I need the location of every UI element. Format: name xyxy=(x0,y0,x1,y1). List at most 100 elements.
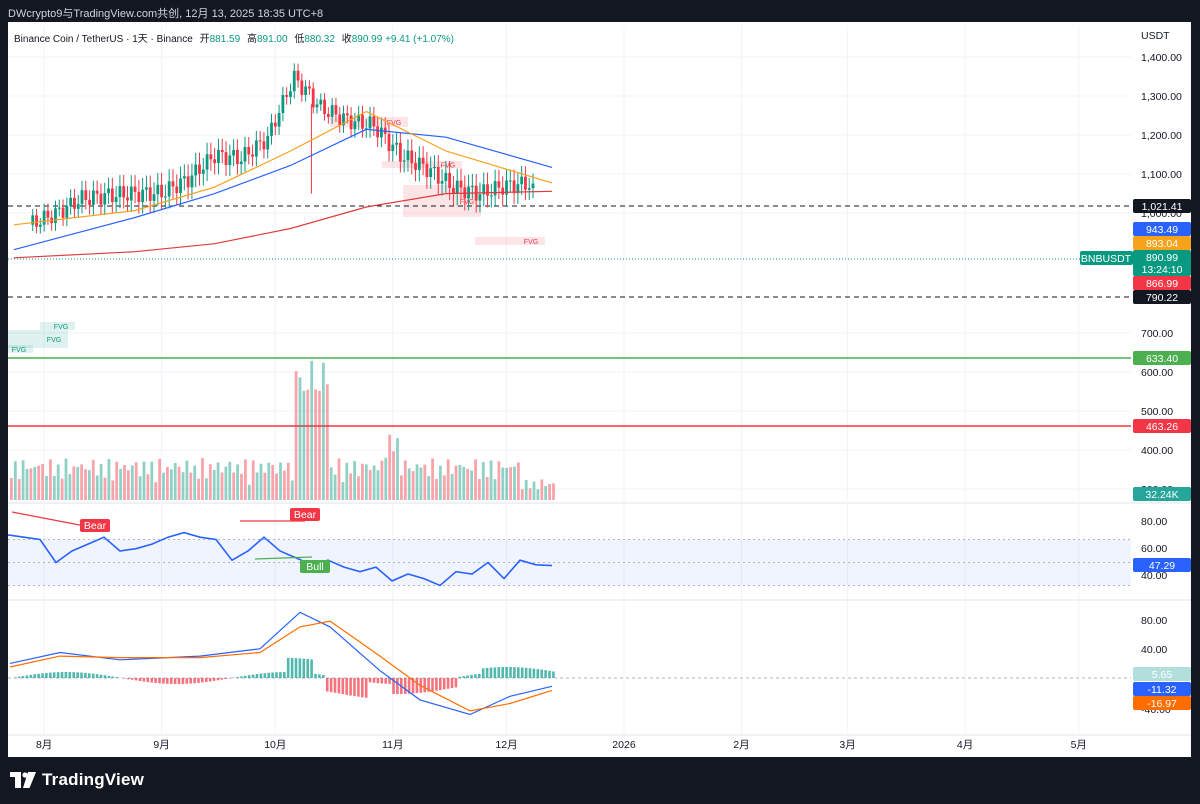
macd-hist-bar xyxy=(267,672,270,678)
macd-hist-bar xyxy=(240,676,243,678)
macd-value-tag: 5.65 xyxy=(1133,667,1191,681)
volume-bar xyxy=(458,464,462,500)
symbol-tag-box xyxy=(1080,251,1133,265)
candle-body xyxy=(516,184,520,194)
candle-body xyxy=(137,191,141,202)
macd-hist-bar xyxy=(130,678,134,680)
price-tag: 1,021.41 xyxy=(1133,199,1191,213)
volume-bar xyxy=(314,389,317,500)
macd-hist-bar xyxy=(91,673,95,678)
macd-hist-bar xyxy=(189,678,192,684)
fvg-box xyxy=(382,161,462,168)
candle-body xyxy=(201,169,205,174)
macd-hist-bar xyxy=(411,678,415,694)
macd-hist-bar xyxy=(439,678,442,691)
macd-hist-bar xyxy=(294,658,298,678)
macd-hist-bar xyxy=(56,672,60,678)
candle-body xyxy=(323,99,326,115)
macd-hist-bar xyxy=(201,678,204,683)
volume-bar xyxy=(64,458,68,500)
macd-hist-bar xyxy=(166,678,169,684)
volume-bar xyxy=(548,484,551,500)
volume-bar xyxy=(177,466,181,500)
price-tag-text: 633.40 xyxy=(1146,353,1178,365)
candle-body xyxy=(459,180,463,188)
macd-hist-bar xyxy=(95,674,99,678)
volume-series xyxy=(10,360,555,500)
volume-bar xyxy=(517,462,520,500)
volume-bar xyxy=(384,457,388,500)
candle-body xyxy=(42,210,46,225)
chart-frame[interactable] xyxy=(8,22,1191,757)
volume-bar xyxy=(532,481,536,500)
price-tag-text: 47.29 xyxy=(1149,560,1175,572)
macd-hist-bar xyxy=(154,678,157,683)
volume-bar xyxy=(173,462,177,500)
time-tick-label: 10月 xyxy=(264,739,286,751)
candle-body xyxy=(175,186,179,194)
volume-bar xyxy=(454,465,458,500)
candle-body xyxy=(527,188,531,190)
volume-bar xyxy=(158,458,161,500)
macd-hist-bar xyxy=(138,678,142,682)
candle-body xyxy=(421,157,425,164)
fvg-box xyxy=(8,345,33,353)
macd-hist-bar xyxy=(435,678,438,691)
volume-bar xyxy=(345,462,349,500)
candle-body xyxy=(254,140,258,157)
macd-hist-bar xyxy=(290,658,294,678)
symbol-tag-text: BNBUSDT xyxy=(1081,253,1132,265)
candle-series xyxy=(31,63,535,234)
tradingview-logo[interactable]: TradingView xyxy=(10,770,144,790)
currency-label: USDT xyxy=(1141,30,1170,42)
macd-hist-bar xyxy=(442,678,446,690)
ma-orange-line xyxy=(13,110,553,226)
price-tag-box xyxy=(1133,696,1191,710)
volume-bar xyxy=(52,475,56,500)
candle-body xyxy=(520,176,524,185)
volume-bar xyxy=(68,474,72,500)
fvg-zone: FVG xyxy=(8,345,33,354)
fvg-label: FVG xyxy=(12,347,26,354)
price-tag-box xyxy=(1133,199,1191,213)
volume-bar xyxy=(337,458,341,500)
price-tick-label: 500.00 xyxy=(1141,406,1173,418)
macd-hist-bar xyxy=(470,674,473,678)
price-tick-label: 1,100.00 xyxy=(1141,169,1182,181)
price-tag-box xyxy=(1133,222,1191,236)
macd-hist-bar xyxy=(88,673,91,678)
volume-bar xyxy=(318,390,321,500)
candle-body xyxy=(198,164,201,174)
candle-body xyxy=(300,80,304,95)
price-tag-box xyxy=(1133,276,1191,290)
macd-hist-bar xyxy=(205,678,208,682)
price-tag-text: 463.26 xyxy=(1146,421,1178,433)
macd-tick-label: 40.00 xyxy=(1141,644,1167,656)
volume-bar xyxy=(423,464,427,500)
time-tick-label: 12月 xyxy=(495,739,517,751)
ma-red-line xyxy=(13,190,553,259)
macd-hist-bar xyxy=(52,672,56,678)
fvg-zone: FVG xyxy=(40,322,75,331)
price-tag: 893.04 xyxy=(1133,236,1191,250)
macd-tick-label: 80.00 xyxy=(1141,615,1167,627)
macd-hist-bar xyxy=(236,677,239,678)
macd-hist-bar xyxy=(474,674,477,678)
macd-hist-bar xyxy=(380,678,384,684)
macd-hist-bar xyxy=(489,667,493,678)
volume-bar xyxy=(232,472,236,500)
volume-bar xyxy=(364,464,368,500)
candle-body xyxy=(273,122,277,127)
volume-bar xyxy=(259,463,263,500)
macd-hist-bar xyxy=(528,668,532,678)
macd-hist-bar xyxy=(376,678,380,684)
macd-hist-bar xyxy=(497,667,501,678)
candle-body xyxy=(262,141,266,150)
candle-body xyxy=(133,186,137,192)
candle-body xyxy=(285,95,289,97)
price-tag-box xyxy=(1133,262,1191,276)
macd-hist-bar xyxy=(481,668,485,678)
volume-bar xyxy=(474,459,477,500)
rsi-line xyxy=(7,531,553,587)
